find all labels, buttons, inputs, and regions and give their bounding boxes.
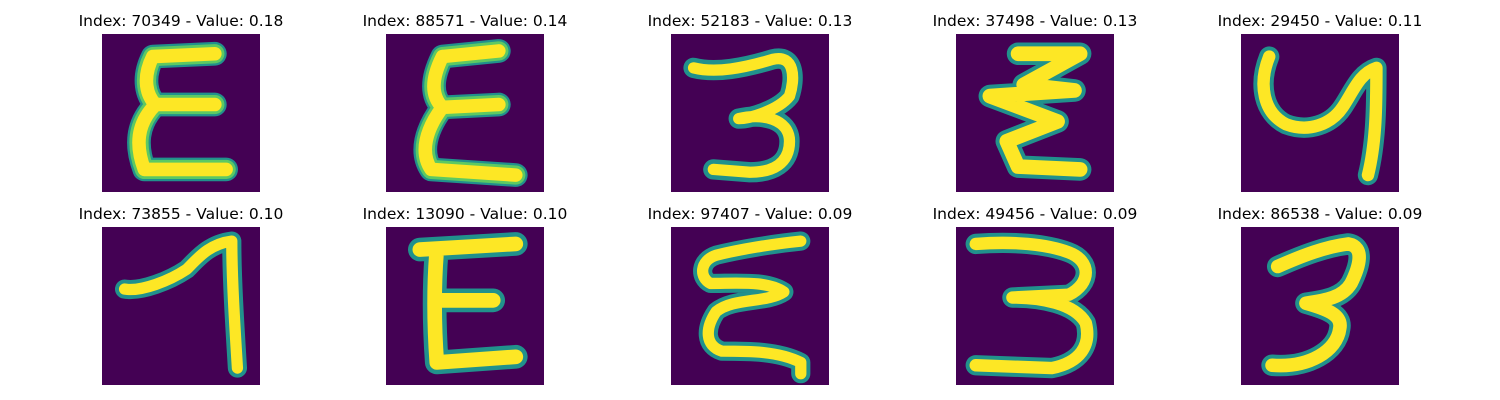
digit-image [102,227,260,385]
digit-image [956,227,1114,385]
panel-title: Index: 86538 - Value: 0.09 [1217,205,1423,223]
panel-title: Index: 88571 - Value: 0.14 [362,12,568,30]
grid-panel: Index: 86538 - Value: 0.09 [1190,205,1450,385]
panel-title: Index: 29450 - Value: 0.11 [1217,12,1423,30]
digit-image [386,227,544,385]
panel-title: Index: 49456 - Value: 0.09 [932,205,1138,223]
digit-image [956,34,1114,192]
grid-panel: Index: 49456 - Value: 0.09 [905,205,1165,385]
grid-panel: Index: 37498 - Value: 0.13 [905,12,1165,192]
panel-title: Index: 37498 - Value: 0.13 [932,12,1138,30]
panel-title: Index: 13090 - Value: 0.10 [362,205,568,223]
panel-title: Index: 70349 - Value: 0.18 [78,12,284,30]
digit-image [1241,34,1399,192]
digit-image [1241,227,1399,385]
digit-image [671,227,829,385]
grid-panel: Index: 88571 - Value: 0.14 [335,12,595,192]
grid-panel: Index: 97407 - Value: 0.09 [620,205,880,385]
panel-title: Index: 97407 - Value: 0.09 [647,205,853,223]
grid-panel: Index: 70349 - Value: 0.18 [51,12,311,192]
digit-image [102,34,260,192]
grid-panel: Index: 13090 - Value: 0.10 [335,205,595,385]
panel-title: Index: 73855 - Value: 0.10 [78,205,284,223]
digit-image [386,34,544,192]
grid-panel: Index: 52183 - Value: 0.13 [620,12,880,192]
grid-panel: Index: 29450 - Value: 0.11 [1190,12,1450,192]
panel-title: Index: 52183 - Value: 0.13 [647,12,853,30]
grid-panel: Index: 73855 - Value: 0.10 [51,205,311,385]
digit-image [671,34,829,192]
